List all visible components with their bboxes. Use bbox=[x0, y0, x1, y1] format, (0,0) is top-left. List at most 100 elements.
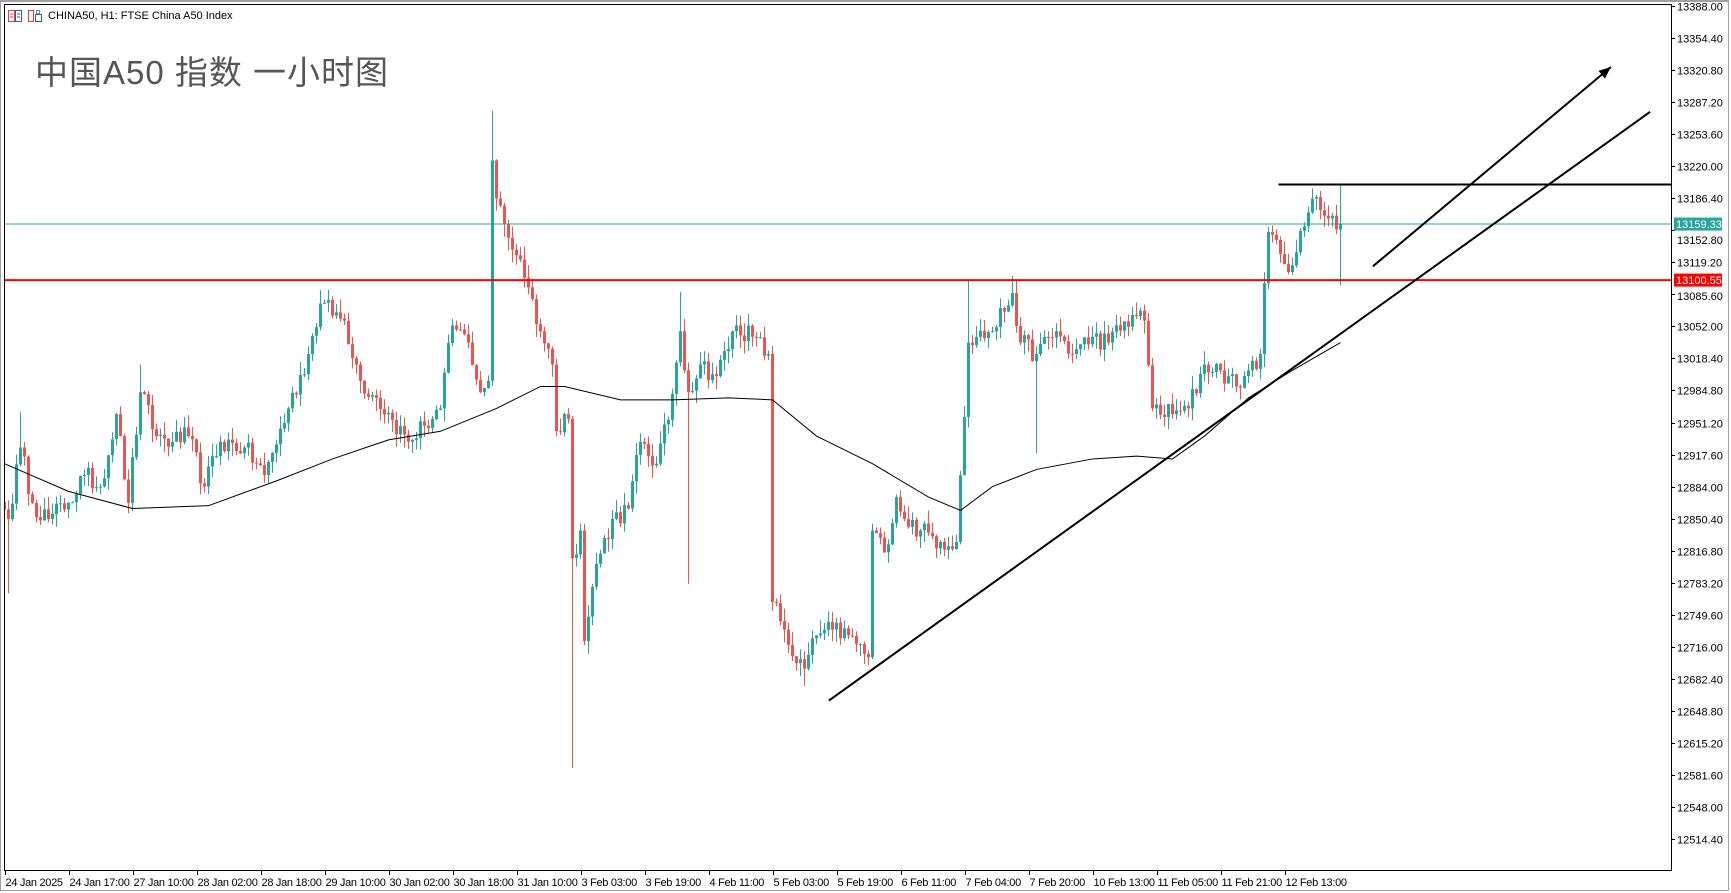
candle-body bbox=[131, 457, 134, 503]
candle bbox=[651, 443, 654, 479]
candle-body bbox=[71, 502, 74, 504]
candle-body bbox=[935, 536, 938, 549]
candle-body bbox=[683, 331, 686, 371]
candle bbox=[343, 313, 346, 325]
candle-body bbox=[895, 497, 898, 524]
candle-body bbox=[1063, 336, 1066, 342]
candle-body bbox=[1283, 253, 1286, 265]
candle-body bbox=[691, 390, 694, 393]
candle-body bbox=[815, 635, 818, 639]
candle bbox=[495, 159, 498, 211]
candle-body bbox=[1259, 354, 1262, 369]
y-tick-label: 13220.00 bbox=[1677, 162, 1723, 174]
candle-body bbox=[847, 628, 850, 636]
candle-body bbox=[419, 421, 422, 439]
y-tick-label: 12548.00 bbox=[1677, 803, 1723, 815]
candle-body bbox=[595, 563, 598, 587]
candle-body bbox=[991, 331, 994, 333]
candle bbox=[603, 535, 606, 554]
candle-body bbox=[907, 519, 910, 527]
candle-body bbox=[1323, 210, 1326, 216]
candle-body bbox=[1127, 321, 1130, 327]
candle bbox=[715, 366, 718, 390]
annotation-title: 中国A50 指数 一小时图 bbox=[35, 54, 390, 91]
candle-body bbox=[1107, 333, 1110, 343]
candle-body bbox=[119, 414, 122, 437]
candle bbox=[1223, 360, 1226, 392]
candle bbox=[735, 314, 738, 339]
candle-body bbox=[87, 467, 90, 476]
candle bbox=[631, 474, 634, 512]
candle bbox=[611, 509, 614, 550]
candle-body bbox=[307, 354, 310, 375]
candle-body bbox=[1199, 374, 1202, 394]
candle bbox=[731, 330, 734, 358]
x-tick-label: 6 Feb 11:00 bbox=[902, 877, 957, 889]
candle bbox=[1215, 362, 1218, 378]
candle-body bbox=[1319, 197, 1322, 211]
candle bbox=[411, 438, 414, 454]
candle bbox=[407, 429, 410, 449]
candle bbox=[791, 632, 794, 661]
candle-body bbox=[439, 408, 442, 410]
y-tick-label: 13119.20 bbox=[1677, 258, 1722, 270]
candle-body bbox=[771, 354, 774, 602]
x-tick-label: 5 Feb 19:00 bbox=[838, 877, 894, 889]
candle bbox=[671, 388, 674, 427]
y-tick-label: 13152.80 bbox=[1677, 235, 1723, 247]
chart-list-icon[interactable] bbox=[8, 10, 22, 22]
candle-body bbox=[1231, 374, 1234, 377]
chart-template-icon[interactable] bbox=[28, 10, 42, 22]
candle-body bbox=[1055, 331, 1058, 338]
candle bbox=[159, 428, 162, 447]
y-tick-label: 12850.40 bbox=[1677, 515, 1723, 527]
candle-body bbox=[55, 503, 58, 514]
candle-body bbox=[867, 653, 870, 658]
x-tick-label: 3 Feb 03:00 bbox=[582, 877, 638, 889]
candle-body bbox=[911, 519, 914, 527]
candle-body bbox=[139, 392, 142, 435]
candle-body bbox=[15, 464, 18, 504]
candle-body bbox=[275, 444, 278, 453]
candle-body bbox=[359, 364, 362, 381]
candle bbox=[439, 404, 442, 411]
candle-body bbox=[291, 392, 294, 409]
candle-body bbox=[983, 330, 986, 338]
candle bbox=[815, 635, 818, 645]
candle bbox=[203, 477, 206, 493]
candle-body bbox=[715, 374, 718, 376]
x-tick-label: 29 Jan 10:00 bbox=[326, 877, 386, 889]
candle bbox=[695, 374, 698, 404]
y-tick-label: 13052.00 bbox=[1677, 322, 1723, 334]
candle bbox=[1303, 222, 1306, 237]
candle-body bbox=[447, 343, 450, 373]
candle bbox=[219, 435, 222, 465]
candle bbox=[475, 363, 478, 385]
candle bbox=[795, 656, 798, 671]
candle-body bbox=[171, 441, 174, 447]
candle bbox=[555, 358, 558, 437]
y-tick-label: 12783.20 bbox=[1677, 579, 1723, 591]
candle bbox=[447, 334, 450, 374]
candle bbox=[1123, 321, 1126, 339]
candle-body bbox=[19, 447, 22, 465]
candle-body bbox=[1159, 404, 1162, 415]
candle-body bbox=[435, 409, 438, 419]
candle bbox=[19, 412, 22, 467]
candle bbox=[1295, 239, 1298, 268]
candle-body bbox=[391, 412, 394, 420]
candle-body bbox=[963, 417, 966, 476]
candle bbox=[207, 455, 210, 495]
candle bbox=[323, 299, 326, 304]
candle-body bbox=[191, 436, 194, 440]
candle bbox=[1255, 357, 1258, 371]
candle-body bbox=[723, 351, 726, 360]
candle-body bbox=[587, 616, 590, 642]
candle bbox=[519, 247, 522, 262]
candle-body bbox=[827, 622, 830, 630]
candle-body bbox=[747, 325, 750, 342]
candle bbox=[927, 510, 930, 536]
candle bbox=[703, 351, 706, 375]
candle bbox=[23, 441, 26, 466]
